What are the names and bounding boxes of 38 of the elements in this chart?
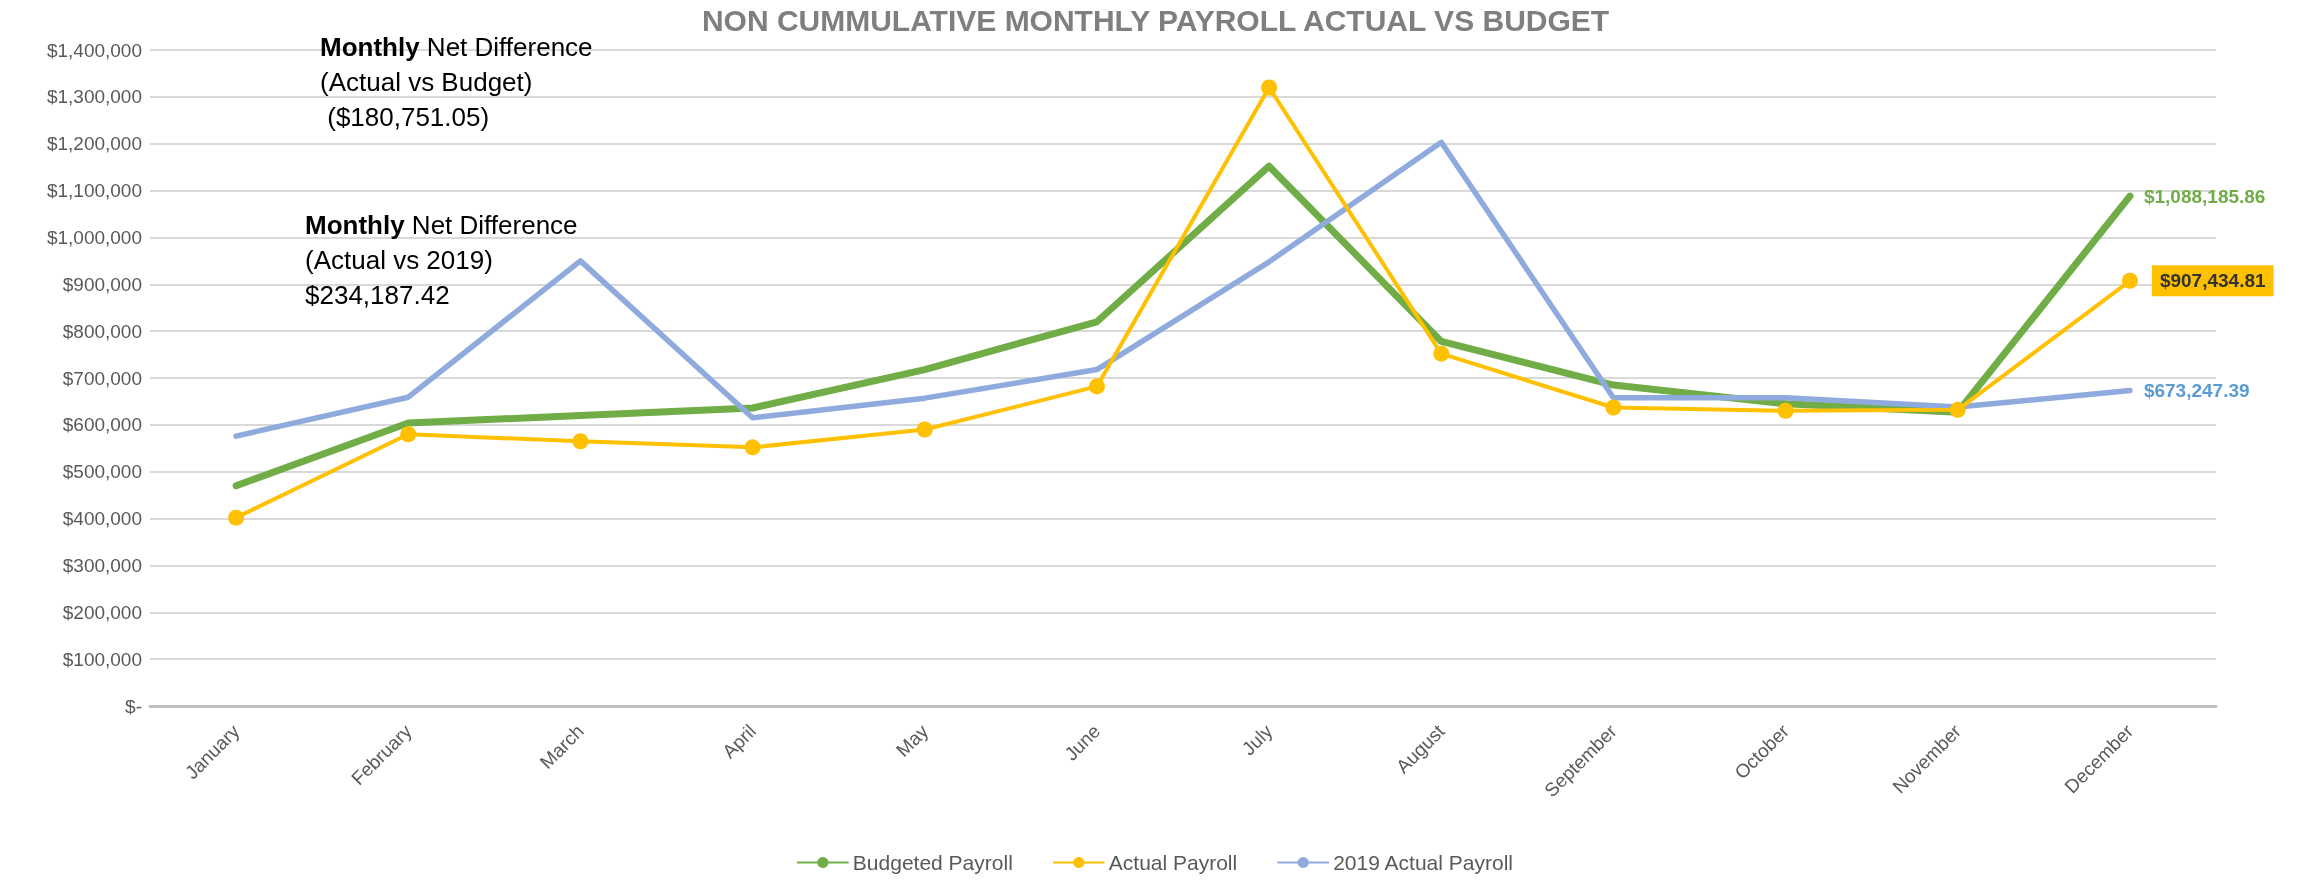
y-tick-label: $500,000 [62,461,142,483]
y-tick-label: $1,400,000 [46,39,142,61]
point [1605,399,1622,416]
point [1088,378,1105,395]
point [1433,345,1450,362]
legend-label: Budgeted Payroll [852,851,1013,874]
point [916,421,933,438]
y-tick-label: $- [125,695,142,717]
data-label: $1,088,185.86 [2143,185,2266,207]
legend-label: Actual Payroll [1108,851,1238,874]
y-tick-label: $700,000 [62,367,142,389]
point [1777,402,1794,419]
point [1261,79,1278,96]
y-tick-label: $1,000,000 [46,226,142,248]
y-tick-label: $300,000 [62,554,142,576]
annotation: Monthly Net Difference (Actual vs 2019) $234,187.42 [305,210,578,310]
y-tick-label: $1,300,000 [46,86,142,108]
y-tick-label: $900,000 [62,273,142,295]
point [1949,401,1966,418]
y-tick-label: $200,000 [62,601,142,623]
point [744,439,761,456]
y-tick-label: $400,000 [62,508,142,530]
y-tick-label: $100,000 [62,648,142,670]
y-tick-label: $1,200,000 [46,133,142,155]
point [400,426,417,443]
data-label: $673,247.39 [2143,380,2250,402]
y-tick-label: $1,100,000 [46,180,142,202]
point [572,433,589,450]
x-tick-label: May [891,720,933,761]
legend-label: 2019 Actual Payroll [1333,851,1513,874]
x-tick-label: July [1237,720,1277,760]
point [2121,272,2138,289]
annotation: Monthly Net Difference (Actual vs Budget) ($180,751.05) [320,32,593,132]
y-tick-label: $600,000 [62,414,142,436]
point [228,509,245,526]
y-tick-label: $800,000 [62,320,142,342]
data-label: $907,434.81 [2159,270,2267,292]
chart-title: NON CUMMULATIVE MONTHLY PAYROLL ACTUAL VS BUDGET [701,3,1610,37]
